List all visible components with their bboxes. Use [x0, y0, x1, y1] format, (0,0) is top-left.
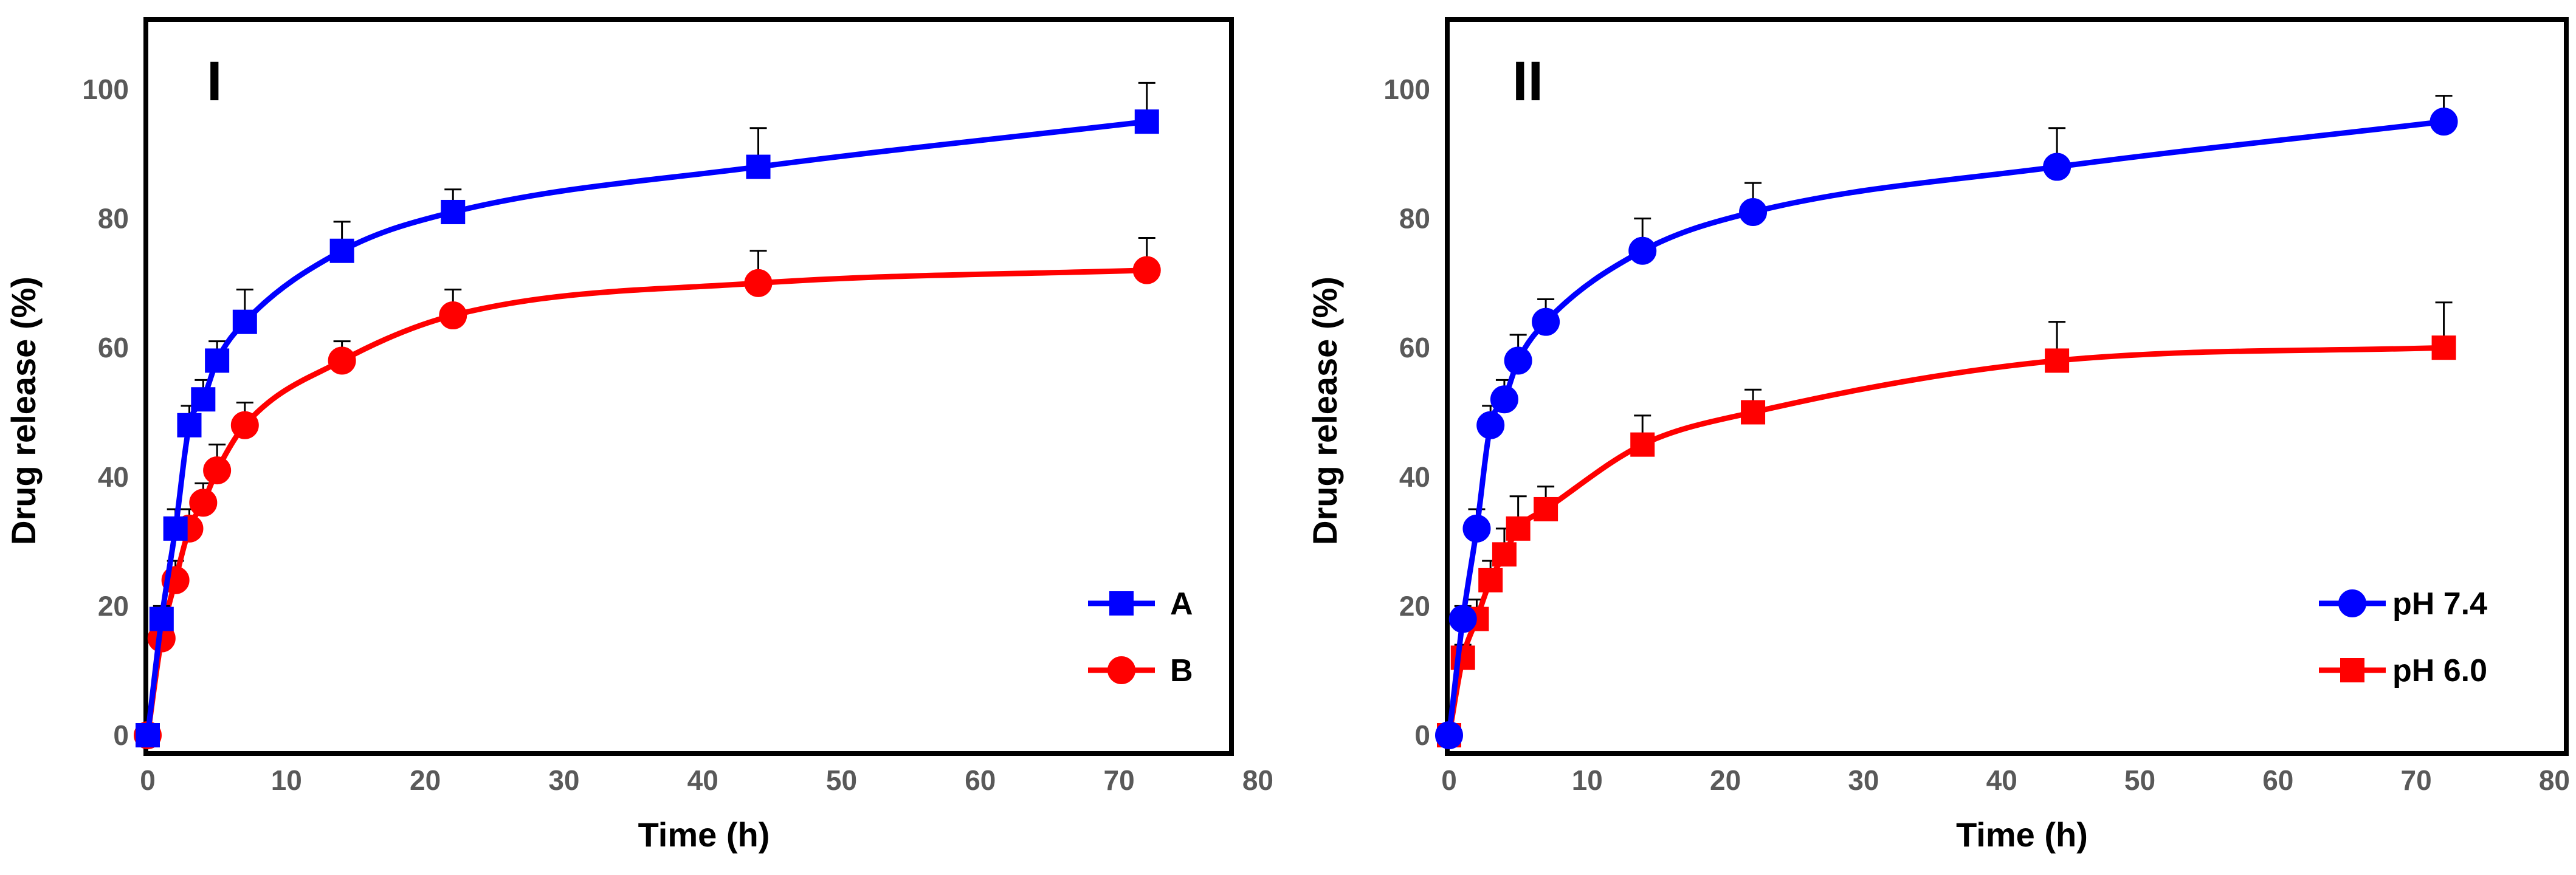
- y-tick-label: 20: [1399, 590, 1430, 622]
- legend-label: pH 7.4: [2392, 586, 2487, 622]
- chart-panel-II: 0 20 40 60 80 100 0 10 20 30 40 50 60 70 80 Time (h) Dru…: [1306, 17, 2570, 854]
- data-point: [2431, 335, 2456, 360]
- data-point: [1448, 605, 1477, 633]
- series-b: [134, 236, 1161, 749]
- plot-frame: [143, 17, 1234, 756]
- data-point: [1532, 307, 1560, 336]
- x-tick-label: 20: [1710, 764, 1741, 796]
- x-tick-label: 10: [1572, 764, 1603, 796]
- data-point: [230, 411, 259, 439]
- y-tick-label: 0: [1414, 719, 1430, 751]
- data-point: [1739, 197, 1768, 226]
- legend-label: B: [1170, 653, 1193, 688]
- data-point: [1462, 514, 1491, 543]
- legend: AB: [1088, 586, 1193, 688]
- y-tick-label: 80: [1399, 203, 1430, 235]
- data-point: [1490, 385, 1518, 414]
- data-point: [744, 269, 773, 297]
- legend-marker: [1107, 656, 1135, 684]
- data-point: [1132, 256, 1161, 284]
- y-tick-label: 20: [98, 590, 129, 622]
- data-point: [746, 154, 771, 179]
- data-point: [205, 348, 230, 373]
- legend-marker: [2338, 589, 2366, 617]
- data-point: [328, 346, 356, 375]
- data-point: [2430, 108, 2458, 136]
- panel-label: I: [207, 50, 222, 112]
- data-point: [177, 413, 202, 437]
- data-point: [1630, 432, 1655, 457]
- legend-marker: [2340, 658, 2364, 682]
- legend-label: A: [1170, 586, 1193, 622]
- legend: pH 7.4 pH 6.0: [2319, 586, 2487, 688]
- y-tick-label: 60: [1399, 332, 1430, 363]
- data-point: [149, 606, 174, 631]
- data-point: [1504, 346, 1532, 375]
- data-point: [1628, 236, 1657, 265]
- data-point: [1435, 721, 1463, 749]
- series-a: [136, 81, 1159, 747]
- panel-label: II: [1512, 50, 1543, 112]
- x-tick-label: 10: [271, 764, 302, 796]
- legend-marker: [1109, 591, 1134, 616]
- y-axis-title: Drug release (%): [1306, 276, 1344, 545]
- x-tick-label: 60: [965, 764, 996, 796]
- y-tick-label: 40: [98, 461, 129, 493]
- x-tick-label: 0: [140, 764, 156, 796]
- x-tick-label: 50: [826, 764, 857, 796]
- series-ph-7.4: [1435, 95, 2458, 749]
- y-axis-title: Drug release (%): [4, 276, 43, 545]
- data-point: [329, 238, 354, 263]
- data-point: [1506, 516, 1531, 541]
- x-tick-label: 20: [410, 764, 441, 796]
- x-tick-label: 70: [1104, 764, 1135, 796]
- y-tick-label: 100: [1383, 74, 1430, 105]
- legend-label: pH 6.0: [2392, 653, 2487, 688]
- data-point: [1492, 542, 1517, 567]
- x-tick-label: 60: [2262, 764, 2293, 796]
- y-tick-label: 0: [113, 719, 129, 751]
- x-tick-label: 80: [2539, 764, 2570, 796]
- x-tick-label: 70: [2401, 764, 2432, 796]
- data-point: [189, 489, 218, 517]
- data-point: [203, 456, 232, 485]
- data-point: [191, 387, 216, 412]
- y-tick-label: 80: [98, 203, 129, 235]
- x-tick-label: 50: [2124, 764, 2155, 796]
- x-axis-title: Time (h): [1956, 815, 2088, 854]
- x-tick-label: 0: [1441, 764, 1457, 796]
- y-tick-label: 40: [1399, 461, 1430, 493]
- data-point: [1134, 109, 1159, 134]
- x-tick-label: 40: [1986, 764, 2017, 796]
- data-point: [1478, 568, 1503, 592]
- data-point: [439, 301, 467, 330]
- plot-frame: [1445, 17, 2569, 756]
- y-tick-label: 60: [98, 332, 129, 363]
- data-point: [1534, 496, 1558, 521]
- x-tick-label: 40: [687, 764, 718, 796]
- chart-panel-I: 0 20 40 60 80 100 0 10 20 30 40 50 60 70 80 Time (h) Dru…: [4, 17, 1273, 854]
- x-axis-title: Time (h): [638, 815, 770, 854]
- y-tick-label: 100: [82, 74, 129, 105]
- data-point: [136, 723, 160, 747]
- data-point: [232, 309, 257, 334]
- data-point: [2045, 348, 2070, 373]
- data-point: [1476, 411, 1505, 439]
- data-point: [1741, 400, 1766, 425]
- data-point: [2043, 153, 2071, 181]
- data-point: [163, 516, 188, 541]
- data-point: [441, 199, 466, 224]
- x-tick-label: 80: [1242, 764, 1273, 796]
- x-tick-label: 30: [1848, 764, 1879, 796]
- x-tick-label: 30: [548, 764, 579, 796]
